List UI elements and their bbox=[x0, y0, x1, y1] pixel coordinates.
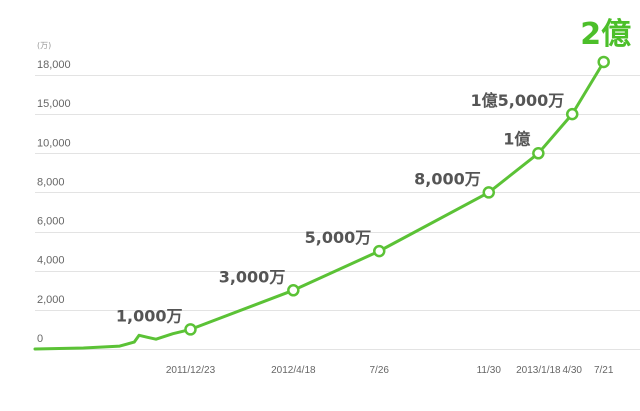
x-tick-label: 2013/1/18 bbox=[516, 365, 561, 376]
milestone-marker bbox=[565, 107, 579, 121]
milestone-label: 3,000万 bbox=[219, 267, 286, 286]
milestone-label: 1億 bbox=[503, 129, 530, 148]
milestone-marker bbox=[184, 323, 197, 336]
y-unit-label: (万) bbox=[37, 41, 51, 50]
x-axis-ticks: 2011/12/23 2012/4/18 7/26 11/30 2013/1/18 4/3… bbox=[166, 365, 614, 376]
milestone-marker bbox=[287, 284, 300, 297]
annotation-layer: 1,000万 3,000万 5,000万 8,000万 1億 1億5,000万 2億 bbox=[116, 17, 631, 325]
x-tick-label: 7/21 bbox=[594, 365, 614, 376]
milestone-marker bbox=[532, 147, 545, 160]
y-tick-label: 15,000 bbox=[37, 98, 71, 110]
y-tick-label: 6,000 bbox=[37, 216, 65, 228]
milestone-label: 5,000万 bbox=[305, 228, 372, 247]
series-layer bbox=[33, 60, 606, 351]
milestone-marker bbox=[482, 186, 495, 199]
x-tick-label: 11/30 bbox=[477, 365, 502, 376]
milestone-marker bbox=[372, 244, 386, 258]
milestone-marker bbox=[597, 55, 610, 69]
y-axis-ticks: 0 2,000 4,000 6,000 8,000 10,000 15,000 18,000 bbox=[37, 59, 71, 345]
milestone-label: 8,000万 bbox=[414, 169, 481, 188]
milestone-label: 1,000万 bbox=[116, 306, 183, 325]
x-tick-label: 2011/12/23 bbox=[166, 365, 216, 376]
milestone-label: 1億5,000万 bbox=[470, 91, 564, 110]
y-tick-label: 2,000 bbox=[37, 294, 65, 306]
x-tick-label: 2012/4/18 bbox=[271, 365, 316, 376]
y-tick-label: 10,000 bbox=[37, 137, 71, 149]
x-tick-label: 4/30 bbox=[563, 365, 583, 376]
y-tick-label: 4,000 bbox=[37, 255, 65, 267]
milestone-label-highlight: 2億 bbox=[580, 17, 631, 52]
x-tick-label: 7/26 bbox=[370, 365, 390, 376]
y-tick-label: 18,000 bbox=[37, 59, 71, 71]
y-tick-label: 0 bbox=[37, 333, 43, 345]
series-line bbox=[33, 60, 606, 351]
marker-layer bbox=[184, 55, 610, 336]
y-tick-label: 8,000 bbox=[37, 176, 65, 188]
